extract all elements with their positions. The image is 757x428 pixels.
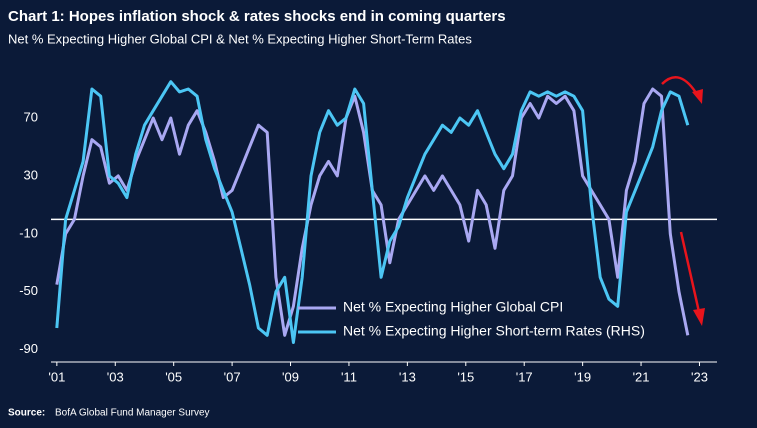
legend-label: Net % Expecting Higher Global CPI bbox=[343, 299, 563, 315]
source-text: BofA Global Fund Manager Survey bbox=[55, 408, 210, 419]
x-tick-label: '03 bbox=[107, 369, 124, 384]
arrow bbox=[661, 76, 700, 97]
legend-label: Net % Expecting Higher Short-term Rates … bbox=[343, 323, 645, 339]
x-tick-label: '05 bbox=[165, 369, 182, 384]
source-label: Source: bbox=[8, 408, 45, 419]
x-tick-label: '09 bbox=[282, 369, 299, 384]
chart-subtitle: Net % Expecting Higher Global CPI & Net … bbox=[8, 31, 472, 46]
x-tick-label: '19 bbox=[574, 369, 591, 384]
x-tick-label: '17 bbox=[516, 369, 533, 384]
arrow bbox=[679, 231, 701, 313]
annotation-arrows bbox=[661, 76, 705, 326]
x-tick-label: '07 bbox=[224, 369, 241, 384]
y-tick-label: 30 bbox=[24, 167, 38, 182]
arrowhead bbox=[692, 89, 703, 104]
y-tick-label: -10 bbox=[19, 225, 38, 240]
x-tick-label: '21 bbox=[633, 369, 650, 384]
x-tick-label: '13 bbox=[399, 369, 416, 384]
y-tick-label: -90 bbox=[19, 341, 38, 356]
x-tick-label: '01 bbox=[48, 369, 65, 384]
arrowhead bbox=[693, 308, 705, 326]
series-line bbox=[55, 80, 690, 344]
x-tick-label: '15 bbox=[457, 369, 474, 384]
x-tick-label: '11 bbox=[341, 369, 357, 384]
x-tick-label: '23 bbox=[691, 369, 708, 384]
y-tick-label: -50 bbox=[19, 283, 38, 298]
chart-title: Chart 1: Hopes inflation shock & rates s… bbox=[8, 8, 506, 25]
y-tick-label: 70 bbox=[24, 109, 38, 124]
